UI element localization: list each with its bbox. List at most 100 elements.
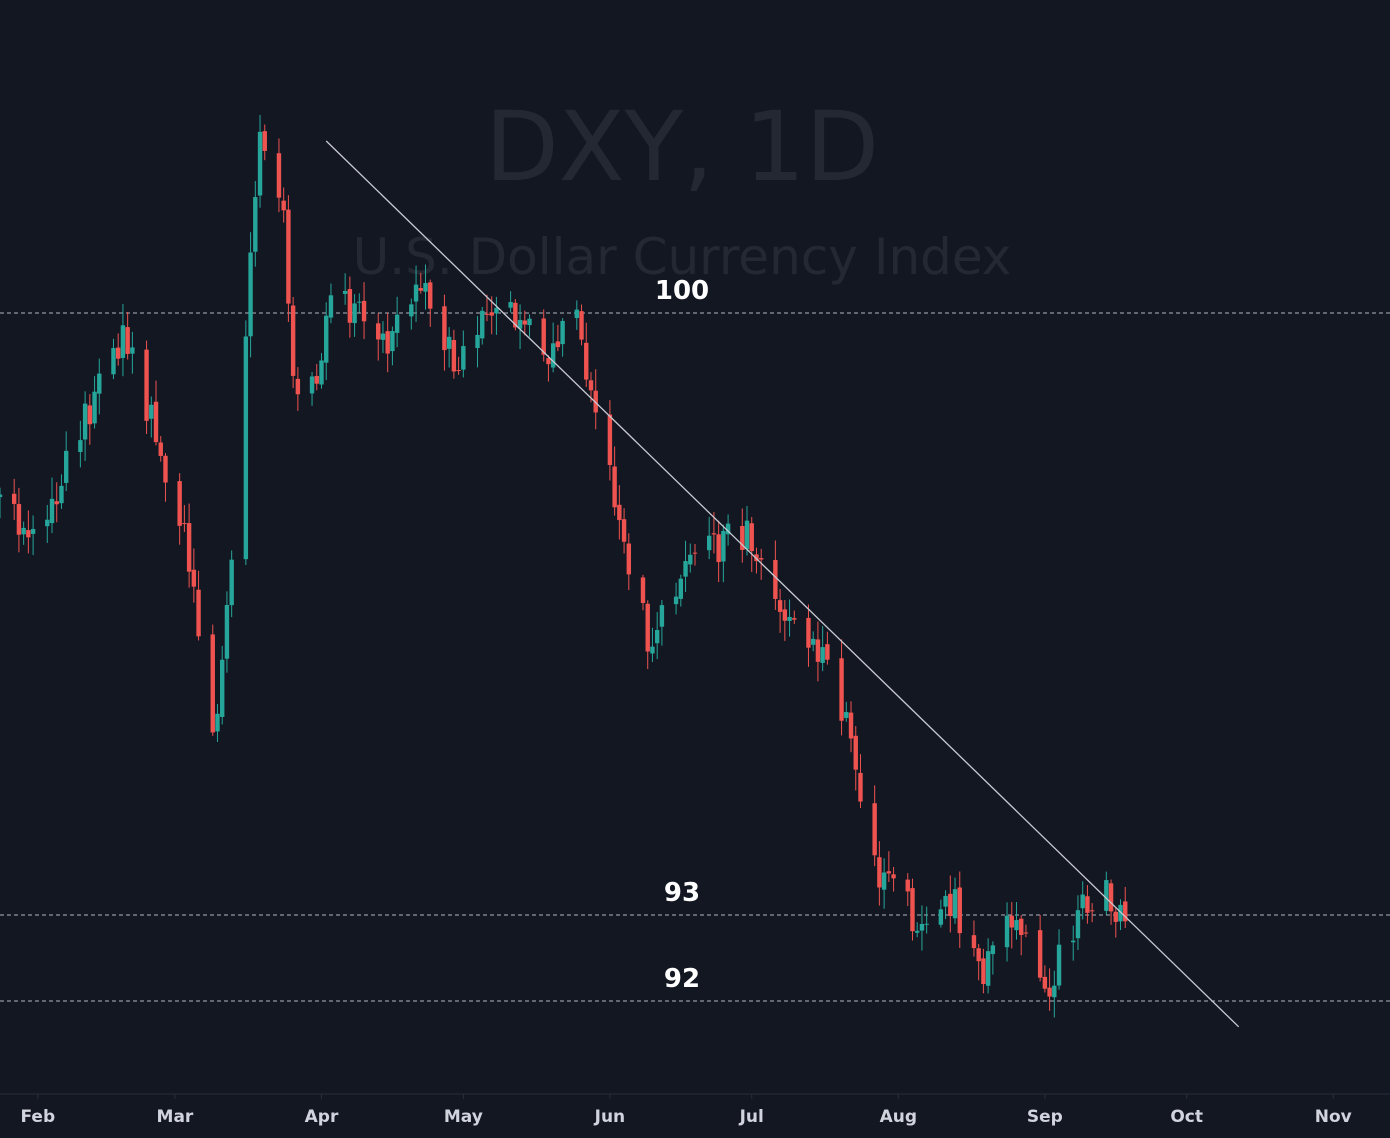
candle (54, 482, 59, 523)
candle-body (54, 501, 59, 505)
candle (1113, 907, 1118, 938)
candle-body (782, 609, 788, 621)
candle-body (16, 504, 22, 535)
candle-body (584, 342, 589, 380)
candle-body (461, 346, 466, 370)
candle-body (825, 644, 830, 660)
candle-body (952, 889, 958, 919)
candle (1118, 899, 1123, 931)
candle-body (451, 339, 457, 372)
trendline[interactable] (325, 140, 1240, 1028)
candle-body (130, 347, 135, 354)
candle-body (45, 519, 50, 527)
candle-body (905, 879, 910, 892)
candle (1037, 914, 1043, 982)
candle-body (555, 341, 561, 348)
candle-body (380, 333, 386, 340)
candle-body (409, 304, 414, 317)
candle (196, 570, 201, 641)
candle-body (744, 520, 750, 550)
candle-body (1037, 930, 1043, 978)
candle-body (938, 909, 944, 925)
candle (640, 574, 646, 611)
candle (683, 540, 688, 592)
candle (517, 304, 523, 350)
time-label-oct: Oct (1170, 1107, 1203, 1127)
candle (220, 645, 225, 725)
candle-body (286, 209, 291, 304)
candle-body (186, 523, 192, 572)
candle-body (1042, 976, 1048, 989)
candle-body (243, 336, 249, 560)
candle (1023, 924, 1029, 938)
candle (87, 394, 93, 445)
candle (985, 938, 991, 994)
candle-body (26, 530, 31, 538)
candle (390, 326, 395, 366)
candle-body (97, 373, 102, 394)
candle-body (985, 951, 991, 986)
candle-body (158, 442, 163, 456)
candle (1047, 968, 1052, 1011)
time-label-aug: Aug (880, 1107, 917, 1127)
candle (158, 436, 163, 462)
candle-body (806, 617, 811, 648)
candle-body (342, 290, 348, 294)
time-axis[interactable]: Feb Mar Apr May Jun Jul Aug Sep Oct Nov (21, 1094, 1352, 1127)
candle-body (546, 358, 551, 365)
candle-body (1052, 985, 1057, 998)
candle-body (1056, 944, 1062, 986)
candle (740, 508, 745, 563)
candle-body (645, 603, 650, 652)
candle-body (224, 604, 230, 659)
candle-body (115, 347, 121, 359)
candle-body (593, 390, 598, 413)
candle-body (654, 630, 660, 644)
candle-body (886, 871, 892, 874)
candle-body (787, 616, 792, 621)
candle (844, 701, 849, 722)
candle-body (1113, 911, 1118, 922)
candle-body (915, 930, 920, 933)
candle-body (716, 534, 721, 563)
candle (754, 547, 759, 574)
candle (508, 291, 513, 313)
candle-body (480, 310, 485, 339)
candle (385, 312, 390, 373)
candle-body (990, 945, 996, 955)
candle-body (1023, 932, 1029, 934)
candle-body (891, 874, 896, 879)
candle (484, 294, 490, 322)
candle (621, 508, 627, 554)
candle-body (385, 331, 390, 354)
candle (82, 391, 88, 461)
candle (186, 503, 192, 588)
candle (654, 612, 660, 660)
candle (342, 273, 348, 305)
candle-body (1009, 915, 1014, 928)
candle (725, 514, 731, 546)
candle (1009, 902, 1014, 949)
candle (286, 195, 291, 322)
candle-body (621, 519, 627, 542)
candle (915, 922, 920, 938)
candle (130, 331, 135, 374)
candle-body (522, 320, 527, 325)
candle (919, 905, 925, 951)
candle-body (456, 370, 461, 372)
candle-body (579, 311, 584, 340)
candle (324, 302, 329, 381)
candle (115, 333, 121, 366)
candle (782, 600, 788, 641)
candle (555, 324, 561, 352)
candle-body (881, 872, 887, 890)
candlesticks (0, 114, 1128, 1018)
candle-body (281, 200, 286, 211)
candle (758, 548, 764, 580)
candle (276, 138, 282, 213)
candle-body (810, 638, 816, 645)
candle (191, 548, 197, 603)
candle (721, 524, 726, 583)
candle-body (617, 504, 622, 521)
